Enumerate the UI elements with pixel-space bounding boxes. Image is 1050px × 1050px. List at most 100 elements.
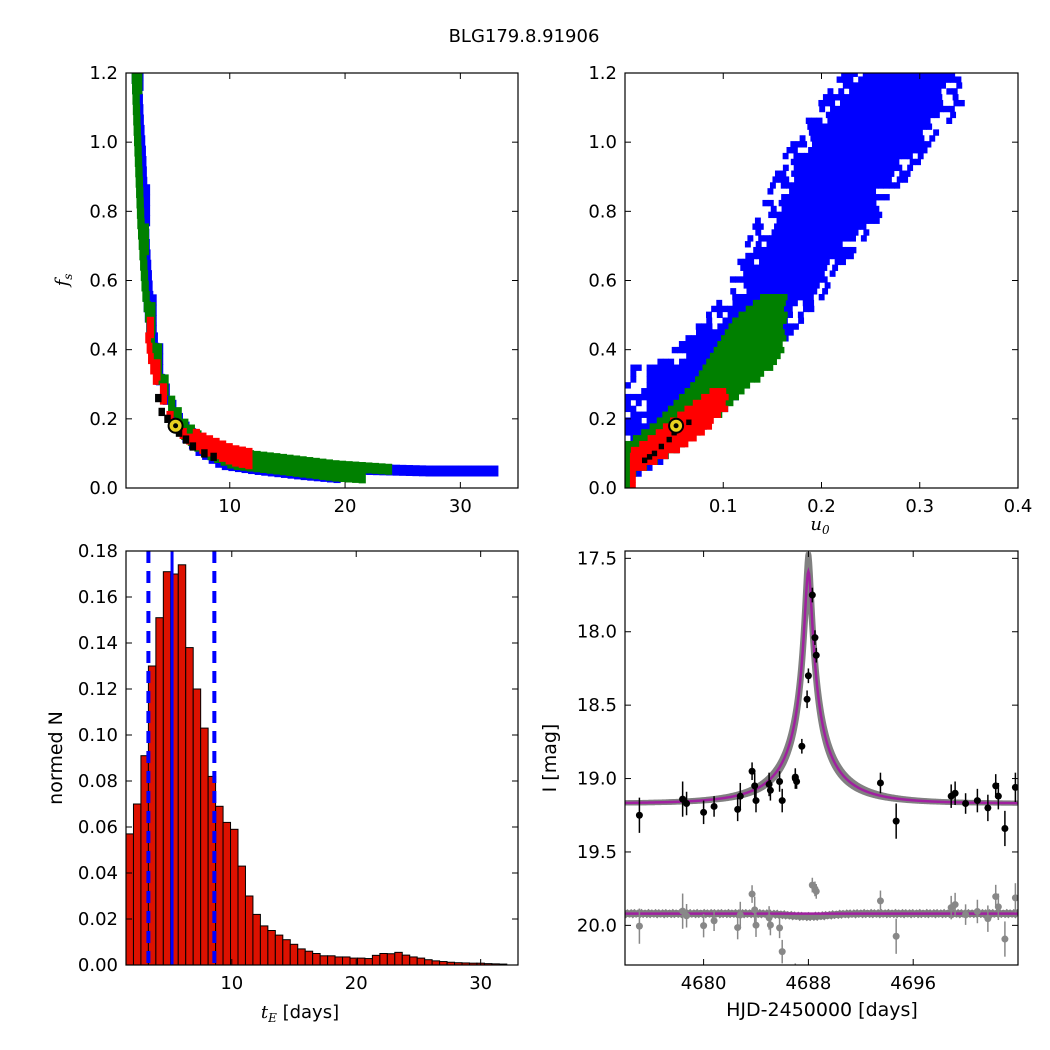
density-cell-green xyxy=(338,471,347,483)
density-cell-green xyxy=(678,405,685,413)
density-cell-green xyxy=(138,239,147,250)
density-cell-blue xyxy=(803,305,809,313)
density-cell-green xyxy=(738,376,745,383)
density-cell-blue xyxy=(662,393,669,401)
density-cell-blue xyxy=(722,317,729,324)
density-cell-red xyxy=(647,446,654,454)
density-cell-blue xyxy=(828,223,834,230)
density-cell-green xyxy=(338,460,347,472)
density-cell-blue xyxy=(876,94,883,101)
density-cell-blue xyxy=(840,147,847,154)
density-cell-green xyxy=(739,323,746,330)
density-cell-blue xyxy=(864,176,871,183)
density-cell-red xyxy=(714,388,721,395)
density-cell-red xyxy=(148,353,154,365)
density-cell-blue xyxy=(829,170,835,177)
residual-point xyxy=(994,903,1002,911)
density-cell-blue xyxy=(938,105,945,113)
density-cell-blue xyxy=(646,464,653,471)
density-cell-blue xyxy=(920,141,926,148)
density-cell-blue xyxy=(911,73,918,77)
density-cell-blue xyxy=(893,94,900,101)
density-cell-blue xyxy=(491,465,499,477)
density-cell-blue xyxy=(730,288,737,295)
density-cell-blue xyxy=(912,111,919,119)
density-cell-green xyxy=(704,370,711,377)
density-cell-blue xyxy=(625,405,631,413)
density-cell-blue xyxy=(803,229,810,236)
histogram-bar xyxy=(289,943,299,965)
density-cell-blue xyxy=(630,370,637,377)
density-cell-blue xyxy=(745,252,752,260)
density-cell-green xyxy=(705,376,712,383)
density-cell-blue xyxy=(799,164,806,172)
density-cell-blue xyxy=(955,76,962,83)
density-cell-blue xyxy=(801,158,808,166)
density-cell-blue xyxy=(875,82,882,89)
density-cell-blue xyxy=(876,211,883,219)
density-cell-blue xyxy=(850,158,857,166)
data-point xyxy=(994,792,1002,800)
density-cell-blue xyxy=(836,152,843,160)
density-cell-red xyxy=(159,383,168,395)
density-cell-blue xyxy=(761,264,768,271)
density-cell-blue xyxy=(782,329,789,336)
y-tick-label: 0.08 xyxy=(78,771,118,792)
density-cell-blue xyxy=(698,346,705,354)
y-tick-label: 19.0 xyxy=(577,769,617,790)
density-cell-blue xyxy=(762,288,769,295)
density-cell-red xyxy=(714,399,721,407)
density-cell-blue xyxy=(625,393,631,401)
density-cell-blue xyxy=(657,382,664,389)
density-cell-blue xyxy=(878,147,885,154)
density-cell-blue xyxy=(803,217,810,224)
density-cell-green xyxy=(724,364,731,371)
density-cell-red xyxy=(219,450,227,462)
density-cell-blue xyxy=(858,164,865,172)
density-cell-blue xyxy=(689,370,696,377)
y-tick-label: 0.12 xyxy=(78,679,118,700)
density-cell-green xyxy=(131,73,140,84)
density-cell-blue xyxy=(652,399,658,407)
density-cell-blue xyxy=(843,211,850,219)
density-cell-green xyxy=(743,376,750,383)
density-cell-green xyxy=(727,388,734,395)
density-cell-green xyxy=(625,476,631,483)
density-cell-green xyxy=(735,346,742,354)
density-cell-blue xyxy=(860,211,867,219)
density-cell-blue xyxy=(926,123,933,130)
density-cell-blue xyxy=(794,264,801,271)
density-cell-blue xyxy=(689,341,696,348)
density-cell-blue xyxy=(852,217,859,224)
density-cell-green xyxy=(744,358,750,366)
density-cell-green xyxy=(695,393,702,401)
density-cell-blue xyxy=(841,217,848,224)
density-cell-green xyxy=(684,393,691,401)
density-cell-green xyxy=(738,388,745,395)
density-cell-blue xyxy=(950,76,956,83)
density-cell-blue xyxy=(894,99,900,107)
density-cell-red xyxy=(715,411,721,418)
density-cell-blue xyxy=(797,293,803,301)
density-cell-red xyxy=(709,399,715,407)
density-cell-blue xyxy=(721,305,728,313)
density-cell-red xyxy=(641,446,648,454)
density-cell-blue xyxy=(846,73,853,77)
density-cell-green xyxy=(765,293,772,301)
density-cell-blue xyxy=(932,105,939,113)
density-cell-green xyxy=(774,352,781,360)
density-cell-green xyxy=(698,370,705,377)
residual-point xyxy=(812,887,820,895)
density-cell-blue xyxy=(894,182,901,189)
density-cell-green xyxy=(757,329,764,336)
data-point xyxy=(876,779,884,787)
density-cell-blue xyxy=(882,94,889,101)
residual-point xyxy=(710,917,718,925)
density-cell-blue xyxy=(828,246,835,254)
x-tick-label: 20 xyxy=(345,973,368,994)
density-cell-blue xyxy=(935,88,942,95)
density-cell-blue xyxy=(769,235,775,242)
density-cell-blue xyxy=(884,105,890,113)
density-cell-blue xyxy=(646,393,653,401)
density-cell-blue xyxy=(896,176,903,183)
